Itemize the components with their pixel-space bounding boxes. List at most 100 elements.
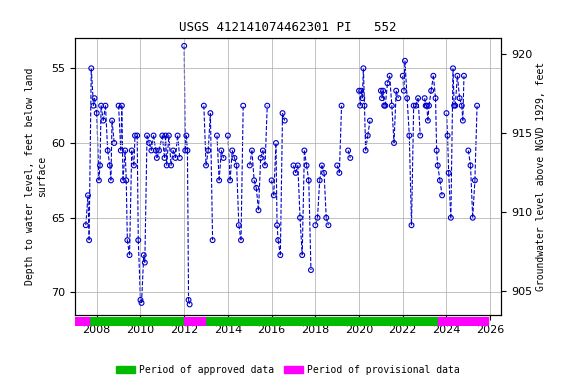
Point — [184, 297, 193, 303]
Point — [122, 177, 131, 184]
Point — [252, 185, 261, 191]
Point — [400, 58, 410, 64]
Point — [98, 118, 108, 124]
Point — [96, 162, 105, 169]
Point — [293, 162, 302, 169]
Point — [103, 147, 112, 154]
Point — [420, 95, 429, 101]
Point — [214, 177, 223, 184]
Point — [321, 215, 331, 221]
Point — [355, 103, 365, 109]
Point — [118, 177, 127, 184]
Point — [414, 95, 423, 101]
Point — [130, 132, 139, 139]
Point — [310, 222, 320, 228]
Y-axis label: Groundwater level above NGVD 1929, feet: Groundwater level above NGVD 1929, feet — [536, 62, 546, 291]
Point — [166, 162, 176, 169]
Point — [399, 88, 408, 94]
Point — [317, 162, 327, 169]
Point — [116, 147, 126, 154]
Point — [300, 147, 309, 154]
Point — [219, 155, 228, 161]
Point — [256, 155, 266, 161]
Point — [438, 192, 447, 199]
Point — [337, 103, 346, 109]
Point — [230, 155, 239, 161]
Point — [276, 252, 285, 258]
Point — [422, 103, 431, 109]
Point — [468, 215, 478, 221]
Point — [335, 170, 344, 176]
Point — [431, 95, 440, 101]
Point — [432, 147, 441, 154]
Point — [442, 110, 451, 116]
Point — [357, 88, 366, 94]
Point — [472, 103, 482, 109]
Point — [118, 103, 127, 109]
Point — [450, 103, 460, 109]
Point — [123, 237, 132, 243]
Point — [272, 222, 282, 228]
Point — [175, 155, 184, 161]
Point — [203, 147, 213, 154]
Point — [320, 170, 329, 176]
Point — [149, 132, 158, 139]
Point — [181, 147, 190, 154]
Point — [158, 132, 167, 139]
Point — [306, 267, 316, 273]
Point — [433, 162, 442, 169]
Point — [411, 103, 420, 109]
Point — [466, 162, 475, 169]
Point — [449, 103, 458, 109]
Point — [304, 177, 313, 184]
Point — [416, 132, 425, 139]
Point — [92, 110, 101, 116]
Point — [183, 147, 192, 154]
Point — [269, 192, 278, 199]
Point — [435, 177, 445, 184]
Point — [385, 73, 394, 79]
Point — [85, 237, 94, 243]
Point — [173, 132, 182, 139]
Point — [378, 88, 388, 94]
Point — [145, 140, 154, 146]
Point — [354, 88, 363, 94]
Point — [94, 177, 104, 184]
Point — [361, 147, 370, 154]
Point — [376, 88, 385, 94]
Point — [360, 103, 369, 109]
Point — [120, 147, 130, 154]
Point — [363, 132, 373, 139]
Point — [154, 147, 164, 154]
Point — [443, 132, 452, 139]
Point — [380, 103, 389, 109]
Point — [291, 170, 300, 176]
Point — [208, 237, 217, 243]
Point — [129, 162, 138, 169]
Point — [206, 110, 215, 116]
Point — [449, 65, 458, 71]
Point — [247, 147, 256, 154]
Point — [238, 103, 248, 109]
Point — [394, 95, 403, 101]
Point — [185, 301, 194, 308]
Point — [398, 73, 407, 79]
Point — [302, 162, 311, 169]
Point — [427, 88, 436, 94]
Point — [387, 103, 396, 109]
Point — [383, 80, 392, 86]
Point — [97, 103, 106, 109]
Point — [381, 103, 390, 109]
Point — [425, 103, 434, 109]
Point — [313, 215, 322, 221]
Point — [89, 103, 98, 109]
Point — [343, 147, 353, 154]
Point — [365, 118, 374, 124]
Point — [263, 103, 272, 109]
Point — [267, 177, 276, 184]
Point — [105, 162, 115, 169]
Point — [421, 103, 430, 109]
Point — [217, 147, 226, 154]
Point — [140, 260, 149, 266]
Point — [470, 177, 479, 184]
